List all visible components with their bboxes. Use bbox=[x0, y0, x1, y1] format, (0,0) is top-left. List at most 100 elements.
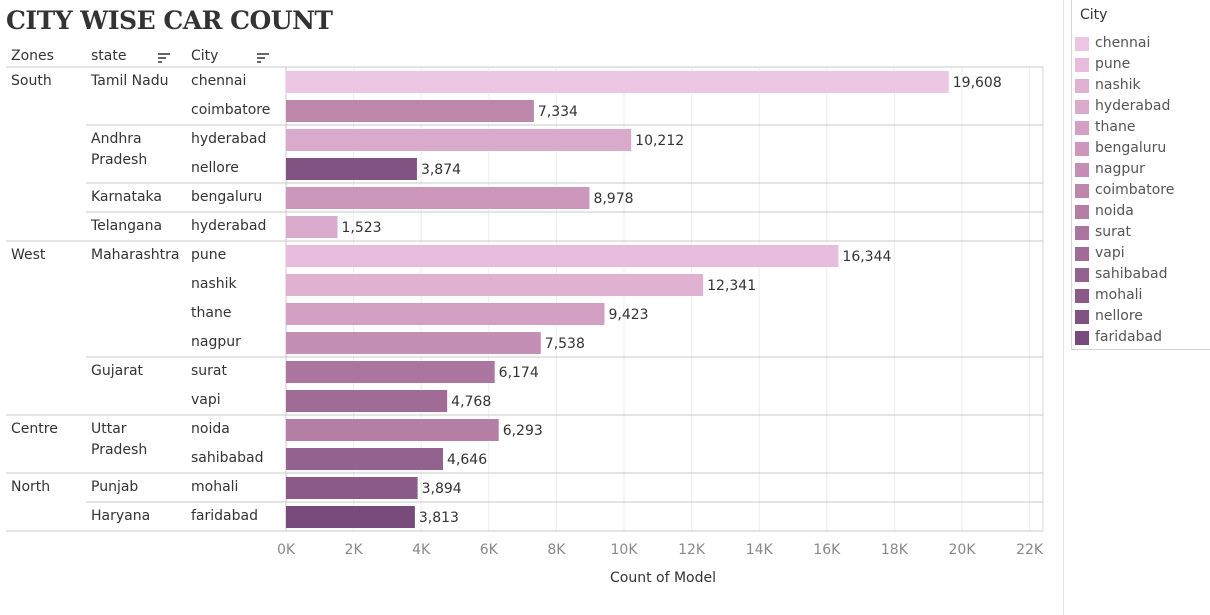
legend-swatch bbox=[1075, 268, 1089, 282]
data-label-hyderabad: 1,523 bbox=[341, 220, 381, 236]
legend-swatch bbox=[1075, 226, 1089, 240]
legend-label: bengaluru bbox=[1095, 140, 1167, 156]
bar-thane bbox=[286, 303, 605, 325]
data-label-vapi: 4,768 bbox=[451, 394, 491, 410]
legend-label: faridabad bbox=[1095, 329, 1162, 345]
data-label-surat: 6,174 bbox=[499, 365, 539, 381]
data-label-hyderabad: 10,212 bbox=[635, 133, 684, 149]
tick-label: 8K bbox=[547, 542, 566, 558]
legend-item-coimbatore[interactable]: coimbatore bbox=[1075, 180, 1209, 201]
legend-swatch bbox=[1075, 310, 1089, 324]
legend-item-nagpur[interactable]: nagpur bbox=[1075, 159, 1209, 180]
bar-nellore bbox=[286, 158, 417, 180]
legend-swatch bbox=[1075, 79, 1089, 93]
data-label-coimbatore: 7,334 bbox=[538, 104, 578, 120]
data-label-noida: 6,293 bbox=[503, 423, 543, 439]
tick-label: 2K bbox=[345, 542, 364, 558]
legend-label: hyderabad bbox=[1095, 98, 1171, 114]
legend-item-vapi[interactable]: vapi bbox=[1075, 243, 1209, 264]
data-label-bengaluru: 8,978 bbox=[593, 191, 633, 207]
bar-coimbatore bbox=[286, 100, 534, 122]
legend-swatch bbox=[1075, 37, 1089, 51]
legend-item-chennai[interactable]: chennai bbox=[1075, 33, 1209, 54]
legend-label: surat bbox=[1095, 224, 1131, 240]
legend-item-surat[interactable]: surat bbox=[1075, 222, 1209, 243]
chart-title: CITY WISE CAR COUNT bbox=[6, 6, 333, 35]
city-label-nagpur: nagpur bbox=[191, 334, 241, 350]
bar-vapi bbox=[286, 390, 448, 412]
bar-chennai bbox=[286, 71, 949, 93]
legend-item-noida[interactable]: noida bbox=[1075, 201, 1209, 222]
legend-item-bengaluru[interactable]: bengaluru bbox=[1075, 138, 1209, 159]
legend-label: coimbatore bbox=[1095, 182, 1175, 198]
tick-label: 18K bbox=[881, 542, 909, 558]
bar-hyderabad bbox=[286, 129, 632, 151]
legend-item-faridabad[interactable]: faridabad bbox=[1075, 327, 1209, 348]
city-label-bengaluru: bengaluru bbox=[191, 189, 263, 205]
state-label-gujarat: Gujarat bbox=[91, 363, 144, 379]
data-label-nashik: 12,341 bbox=[707, 278, 756, 294]
tick-label: 16K bbox=[813, 542, 841, 558]
legend-item-hyderabad[interactable]: hyderabad bbox=[1075, 96, 1209, 117]
city-label-nellore: nellore bbox=[191, 160, 239, 176]
city-label-hyderabad: hyderabad bbox=[191, 218, 267, 234]
data-label-chennai: 19,608 bbox=[953, 75, 1002, 91]
state-label-telangana: Telangana bbox=[91, 218, 163, 234]
legend-label: pune bbox=[1095, 56, 1131, 72]
legend-swatch bbox=[1075, 121, 1089, 135]
legend-item-nashik[interactable]: nashik bbox=[1075, 75, 1209, 96]
legend-swatch bbox=[1075, 289, 1089, 303]
legend-label: nellore bbox=[1095, 308, 1143, 324]
bar-surat bbox=[286, 361, 495, 383]
legend-item-nellore[interactable]: nellore bbox=[1075, 306, 1209, 327]
city-sort-icon[interactable] bbox=[257, 53, 269, 63]
legend-item-mohali[interactable]: mohali bbox=[1075, 285, 1209, 306]
city-label-sahibabad: sahibabad bbox=[191, 450, 264, 466]
city-label-mohali: mohali bbox=[191, 479, 239, 495]
data-label-nellore: 3,874 bbox=[421, 162, 461, 178]
data-label-sahibabad: 4,646 bbox=[447, 452, 487, 468]
legend-label: nagpur bbox=[1095, 161, 1145, 177]
state-label-punjab: Punjab bbox=[91, 479, 139, 495]
legend-item-sahibabad[interactable]: sahibabad bbox=[1075, 264, 1209, 285]
legend-swatch bbox=[1075, 100, 1089, 114]
bar-sahibabad bbox=[286, 448, 444, 470]
tick-label: 0K bbox=[277, 542, 296, 558]
legend-swatch bbox=[1075, 58, 1089, 72]
legend-label: chennai bbox=[1095, 35, 1151, 51]
legend-label: noida bbox=[1095, 203, 1134, 219]
panel-separator bbox=[1063, 0, 1064, 615]
data-label-pune: 16,344 bbox=[842, 249, 891, 265]
bar-nashik bbox=[286, 274, 704, 296]
zone-label-west: West bbox=[11, 247, 46, 263]
legend-item-pune[interactable]: pune bbox=[1075, 54, 1209, 75]
state-sort-icon[interactable] bbox=[158, 53, 170, 63]
legend-label: thane bbox=[1095, 119, 1136, 135]
legend: City chennai pune nashik hyderabad thane beng… bbox=[1071, 0, 1210, 350]
city-label-faridabad: faridabad bbox=[191, 508, 258, 524]
data-label-mohali: 3,894 bbox=[422, 481, 462, 497]
state-label-maharashtra: Maharashtra bbox=[91, 247, 180, 263]
legend-swatch bbox=[1075, 205, 1089, 219]
state-label-andhra-pradesh: Andhra Pradesh bbox=[91, 131, 148, 168]
legend-swatch bbox=[1075, 184, 1089, 198]
x-axis-title: Count of Model bbox=[610, 570, 716, 586]
legend-swatch bbox=[1075, 247, 1089, 261]
city-label-hyderabad: hyderabad bbox=[191, 131, 267, 147]
bar-bengaluru bbox=[286, 187, 590, 209]
state-label-karnataka: Karnataka bbox=[91, 189, 162, 205]
state-header: state bbox=[91, 48, 127, 64]
tick-label: 22K bbox=[1016, 542, 1044, 558]
legend-swatch bbox=[1075, 331, 1089, 345]
city-label-pune: pune bbox=[191, 247, 227, 263]
zone-label-south: South bbox=[11, 73, 52, 89]
data-label-faridabad: 3,813 bbox=[419, 510, 459, 526]
city-label-chennai: chennai bbox=[191, 73, 247, 89]
city-label-vapi: vapi bbox=[191, 392, 221, 408]
legend-swatch bbox=[1075, 142, 1089, 156]
legend-item-thane[interactable]: thane bbox=[1075, 117, 1209, 138]
tick-label: 4K bbox=[412, 542, 431, 558]
zones-header: Zones bbox=[11, 48, 54, 64]
bar-mohali bbox=[286, 477, 418, 499]
city-label-thane: thane bbox=[191, 305, 232, 321]
